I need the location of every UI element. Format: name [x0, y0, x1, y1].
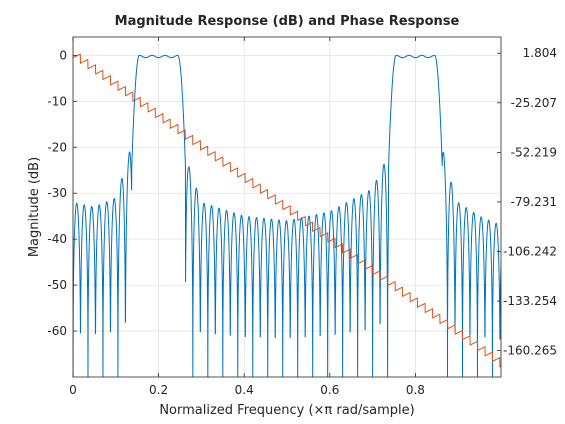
- grid: [72, 37, 501, 377]
- y-left-tick-label-3: -30: [47, 186, 67, 200]
- axes-box: [72, 36, 502, 378]
- y-right-tick-label-3: -79.231: [511, 195, 557, 209]
- x-tick-label-4: 0.8: [406, 383, 425, 397]
- x-tick-label-0: 0: [69, 383, 77, 397]
- y-right-tick-label-5: -133.254: [503, 294, 557, 308]
- y-right-tick-label-6: -160.265: [503, 344, 557, 358]
- x-axis-ticks: 0 0.2 0.4 0.6 0.8: [69, 37, 425, 397]
- y-left-tick-label-4: -40: [47, 232, 67, 246]
- phase-series-line: [73, 53, 501, 368]
- y-left-tick-label-0: 0: [59, 48, 67, 62]
- x-tick-label-1: 0.2: [149, 383, 168, 397]
- y-right-axis-ticks: 1.804 -25.207 -52.219 -79.231 -106.242 -133.2…: [497, 46, 557, 358]
- chart-title: Magnitude Response (dB) and Phase Respon…: [115, 14, 460, 29]
- plot-area: [73, 53, 501, 377]
- y-left-tick-label-1: -10: [47, 94, 67, 108]
- y-left-axis-label: Magnitude (dB): [27, 157, 42, 257]
- y-right-tick-label-4: -106.242: [503, 244, 557, 258]
- magnitude-series-line: [73, 54, 501, 377]
- y-right-tick-label-1: -25.207: [511, 96, 557, 110]
- y-left-tick-label-2: -20: [47, 140, 67, 154]
- x-tick-label-3: 0.6: [320, 383, 339, 397]
- y-right-tick-label-2: -52.219: [511, 145, 557, 159]
- y-left-tick-label-5: -50: [47, 278, 67, 292]
- x-tick-label-2: 0.4: [235, 383, 254, 397]
- y-left-tick-label-6: -60: [47, 324, 67, 338]
- y-right-tick-label-0: 1.804: [523, 46, 557, 60]
- y-left-axis-ticks: 0 -10 -20 -30 -40 -50 -60: [47, 48, 77, 338]
- x-axis-label: Normalized Frequency (×π rad/sample): [159, 403, 414, 418]
